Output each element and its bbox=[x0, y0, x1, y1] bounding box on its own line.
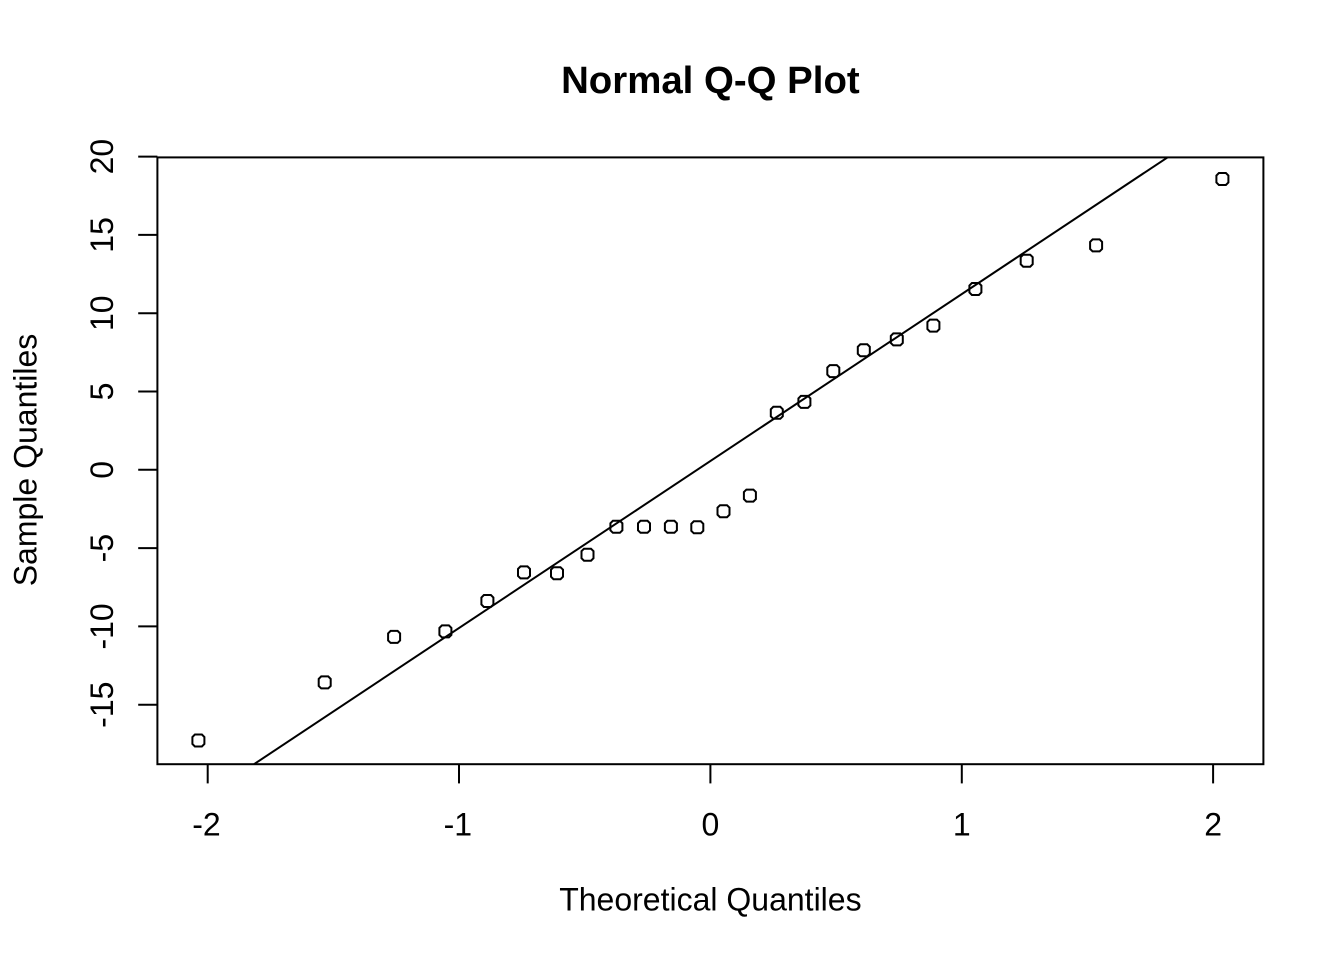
svg-text:20: 20 bbox=[84, 139, 120, 175]
svg-text:-15: -15 bbox=[84, 682, 120, 728]
svg-text:-10: -10 bbox=[84, 603, 120, 649]
svg-text:0: 0 bbox=[84, 461, 120, 479]
svg-text:15: 15 bbox=[84, 217, 120, 253]
svg-text:-5: -5 bbox=[84, 534, 120, 562]
svg-text:Normal Q-Q Plot: Normal Q-Q Plot bbox=[561, 59, 860, 102]
svg-text:0: 0 bbox=[702, 806, 720, 842]
svg-text:1: 1 bbox=[953, 806, 971, 842]
svg-text:Sample Quantiles: Sample Quantiles bbox=[7, 334, 43, 587]
svg-text:5: 5 bbox=[84, 383, 120, 401]
svg-text:-1: -1 bbox=[444, 806, 472, 842]
svg-text:10: 10 bbox=[84, 295, 120, 331]
svg-text:-2: -2 bbox=[192, 806, 220, 842]
svg-text:Theoretical Quantiles: Theoretical Quantiles bbox=[559, 882, 861, 918]
svg-text:2: 2 bbox=[1204, 806, 1222, 842]
